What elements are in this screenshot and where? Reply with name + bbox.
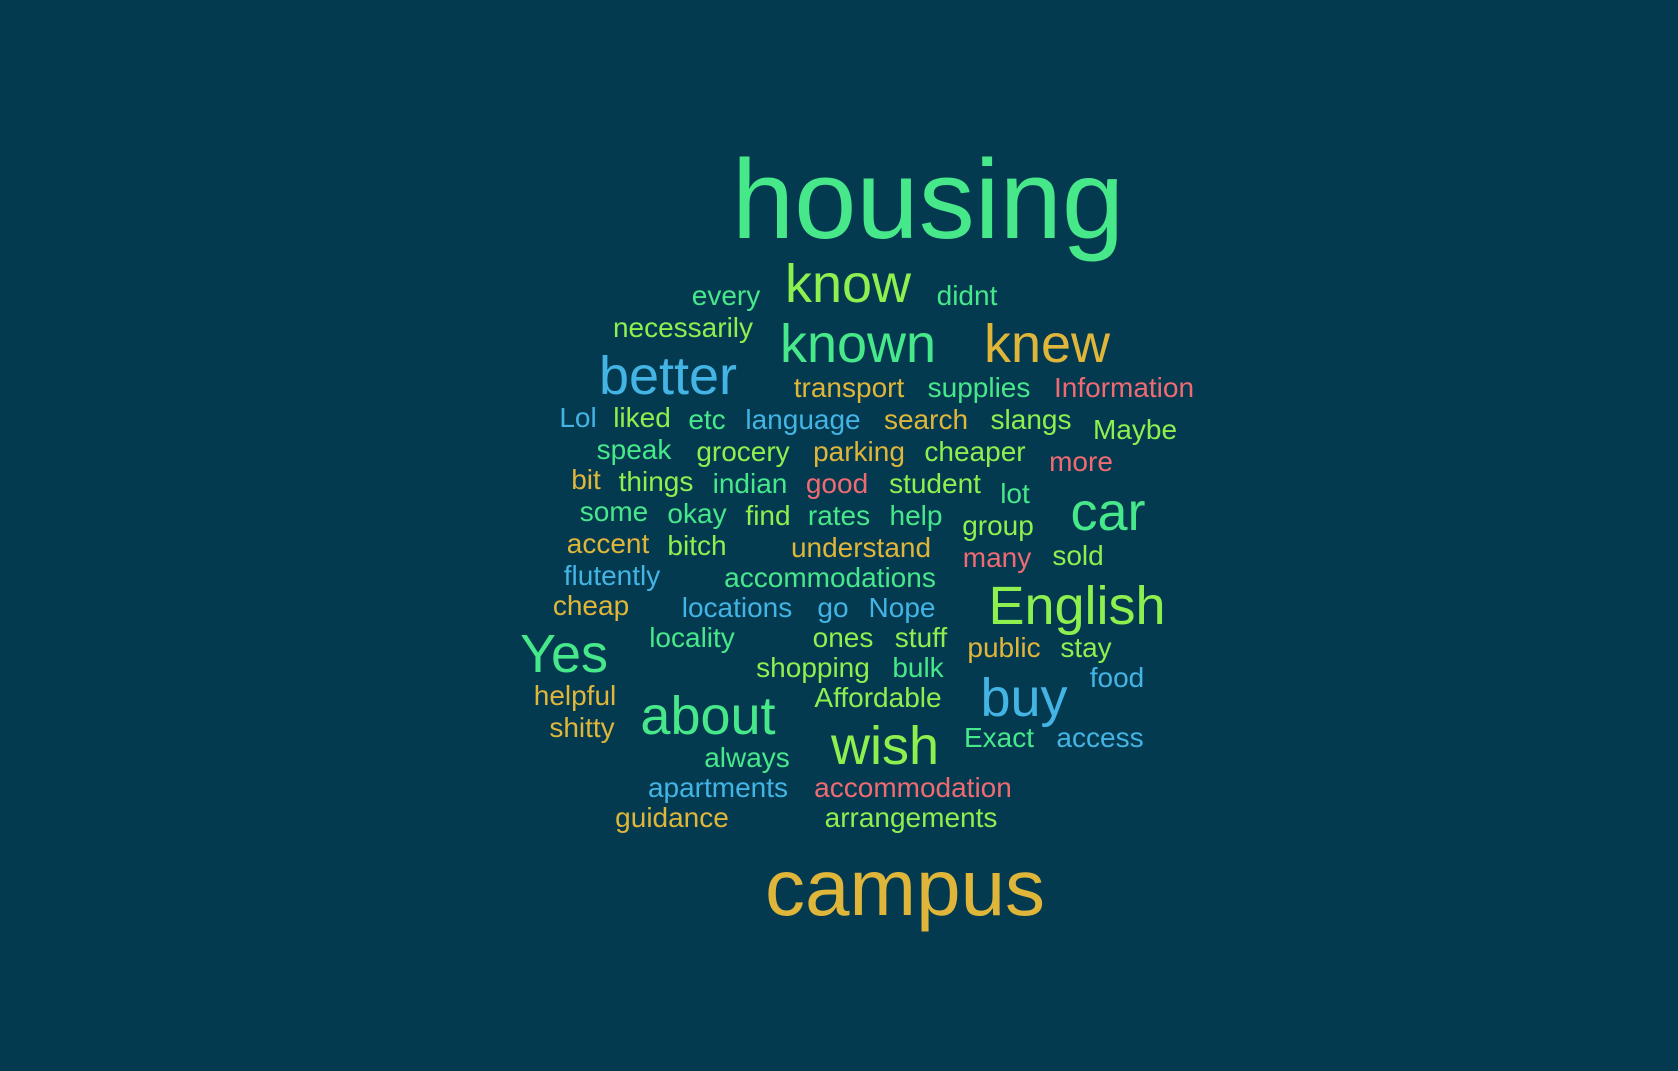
word-group: group — [962, 510, 1034, 541]
word-locality: locality — [649, 622, 735, 653]
word-flutently: flutently — [563, 560, 661, 591]
word-supplies: supplies — [927, 372, 1031, 403]
word-grocery: grocery — [696, 436, 790, 467]
word-yes: Yes — [519, 624, 609, 684]
word-food: food — [1089, 662, 1145, 693]
word-things: things — [618, 466, 694, 497]
word-student: student — [889, 468, 981, 499]
word-slangs: slangs — [990, 404, 1072, 435]
word-bit: bit — [571, 464, 601, 495]
word-help: help — [889, 500, 943, 531]
word-transport: transport — [793, 372, 905, 403]
word-known: known — [779, 314, 937, 374]
word-guidance: guidance — [615, 802, 729, 833]
word-housing: housing — [731, 137, 1125, 262]
word-always: always — [704, 742, 790, 773]
word-accent: accent — [566, 528, 650, 559]
word-shitty: shitty — [549, 712, 615, 743]
word-better: better — [598, 346, 738, 406]
word-rates: rates — [807, 500, 871, 531]
word-sold: sold — [1052, 540, 1104, 571]
word-apartments: apartments — [647, 772, 789, 803]
word-find: find — [745, 500, 791, 531]
word-cheap: cheap — [552, 590, 630, 621]
word-cheaper: cheaper — [924, 436, 1026, 467]
word-information: Information — [1053, 372, 1195, 403]
word-helpful: helpful — [533, 680, 617, 711]
word-speak: speak — [596, 434, 672, 465]
word-about: about — [640, 686, 776, 746]
word-bulk: bulk — [892, 652, 944, 683]
word-necessarily: necessarily — [612, 312, 754, 343]
word-accommodations: accommodations — [724, 562, 936, 593]
word-knew: knew — [983, 314, 1111, 374]
word-etc: etc — [688, 404, 726, 435]
word-parking: parking — [813, 436, 905, 467]
word-liked: liked — [613, 402, 671, 433]
word-exact: Exact — [963, 722, 1035, 753]
word-shopping: shopping — [756, 652, 870, 683]
word-indian: indian — [712, 468, 788, 499]
word-maybe: Maybe — [1092, 414, 1178, 445]
word-buy: buy — [980, 668, 1068, 728]
word-campus: campus — [764, 843, 1046, 932]
word-didnt: didnt — [936, 280, 998, 311]
word-go: go — [817, 592, 849, 623]
word-accommodation: accommodation — [814, 772, 1012, 803]
word-public: public — [967, 632, 1041, 663]
word-stay: stay — [1060, 632, 1112, 663]
word-okay: okay — [667, 498, 727, 529]
word-language: language — [745, 404, 861, 435]
word-affordable: Affordable — [814, 682, 942, 713]
word-bitch: bitch — [667, 530, 727, 561]
word-search: search — [883, 404, 969, 435]
word-stuff: stuff — [894, 622, 948, 653]
word-some: some — [579, 496, 649, 527]
word-wish: wish — [830, 716, 940, 776]
word-car: car — [1070, 482, 1146, 542]
word-every: every — [691, 280, 761, 311]
word-lot: lot — [1000, 478, 1030, 509]
word-english: English — [988, 576, 1166, 636]
word-locations: locations — [681, 592, 793, 623]
word-good: good — [805, 468, 869, 499]
word-lol: Lol — [559, 402, 597, 433]
word-many: many — [962, 542, 1032, 573]
word-understand: understand — [790, 532, 932, 563]
word-access: access — [1056, 722, 1144, 753]
word-more: more — [1049, 446, 1113, 477]
word-nope: Nope — [868, 592, 936, 623]
word-ones: ones — [812, 622, 874, 653]
word-arrangements: arrangements — [824, 802, 998, 833]
word-know: know — [784, 254, 912, 314]
